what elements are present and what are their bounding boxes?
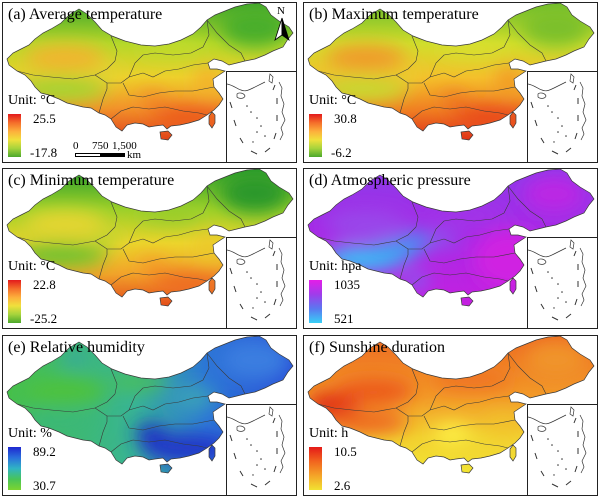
color-patch [147,272,231,294]
panel-relative-humidity: (e) Relative humidity Unit: % 89.2 30.7 [2,335,297,496]
color-patch [522,7,590,47]
color-patch [394,66,422,80]
panel-atmospheric-pressure: (d) Atmospheric pressure Unit: hpa 1035 … [303,168,598,329]
color-patch [194,67,222,95]
colorbar-max-label: 89.2 [33,444,56,459]
color-patch [432,371,512,389]
colorbar-min-label: 2.6 [334,478,351,493]
scale-bar-unit: km [127,149,142,161]
unit-label: Unit: °C [8,259,56,274]
colorbar-min-label: -25.2 [30,311,58,326]
color-patch [326,211,406,237]
south-china-sea-inset [226,237,296,328]
panel-title: (a) Average temperature [8,6,163,23]
colorbar-max-label: 25.5 [33,111,56,126]
colorbar-max-label: 22.8 [33,277,56,292]
inset-map [227,73,286,155]
unit-label: Unit: °C [309,93,357,108]
color-patch [221,173,289,213]
color-patch [194,233,222,261]
colorbar [8,280,21,323]
unit-label: Unit: °C [8,93,56,108]
panel-title: (b) Maximum temperature [309,6,479,23]
colorbar-min-label: -17.8 [30,145,58,160]
color-patch [434,424,470,444]
scale-bar-tick-750: 750 [92,140,109,152]
color-patch [108,374,168,390]
colorbar-min-label: -6.2 [331,145,352,160]
color-patch [221,7,289,47]
colorbar-min-label: 30.7 [33,478,56,493]
south-china-sea-inset [226,404,296,495]
north-arrow-left-half [274,17,283,41]
panel-title: (e) Relative humidity [8,339,145,356]
unit-label: Unit: h [309,426,349,441]
color-patch [398,232,434,250]
panel-sunshine-duration: (f) Sunshine duration Unit: h 10.5 2.6 [303,335,598,496]
color-patch [60,350,90,366]
colorbar [8,114,21,157]
panel-title: (d) Atmospheric pressure [309,172,471,189]
color-patch [326,45,406,71]
colorbar-max-label: 1035 [334,277,360,292]
panel-maximum-temperature: (b) Maximum temperature Unit: °C 30.8 -6… [303,2,598,163]
colorbar-max-label: 10.5 [334,444,357,459]
inset-map [528,239,587,321]
color-patch [221,340,289,380]
color-patch [495,67,523,95]
color-patch [147,106,231,128]
color-patch [93,232,121,246]
inset-map [227,406,286,488]
south-china-sea-inset [527,404,597,495]
color-patch [526,342,586,378]
unit-label: Unit: hpa [309,259,362,274]
color-patch [484,414,524,438]
color-patch [334,379,414,403]
colorbar [309,280,322,323]
scale-bar [75,153,125,157]
scale-bar-tick-1500: 1,500 [112,140,137,152]
south-china-sea-inset [226,71,296,162]
panel-average-temperature: (a) Average temperature N Unit: °C 25.5 … [2,2,297,163]
color-patch [524,176,584,212]
inset-map [528,73,587,155]
scale-bar-tick-0: 0 [73,140,79,152]
colorbar [309,447,322,490]
inset-map [528,406,587,488]
panel-title: (c) Minimum temperature [8,172,175,189]
color-patch [25,45,105,71]
color-patch [23,377,107,405]
color-patch [25,211,105,237]
color-patch [142,434,232,462]
colorbar-min-label: 521 [334,311,354,326]
colorbar [8,447,21,490]
unit-label: Unit: % [8,426,52,441]
north-arrow-icon [274,17,290,41]
north-arrow-label: N [277,5,285,17]
inset-map [227,239,286,321]
panel-title: (f) Sunshine duration [309,339,445,356]
colorbar-max-label: 30.8 [334,111,357,126]
colorbar [309,114,322,157]
color-patch [448,106,532,128]
north-arrow-right-half [281,17,290,41]
color-patch [93,66,121,80]
south-china-sea-inset [527,71,597,162]
color-patches [316,7,590,128]
panel-minimum-temperature: (c) Minimum temperature Unit: °C 22.8 -2… [2,168,297,329]
south-china-sea-inset [527,237,597,328]
color-patch [448,436,532,460]
